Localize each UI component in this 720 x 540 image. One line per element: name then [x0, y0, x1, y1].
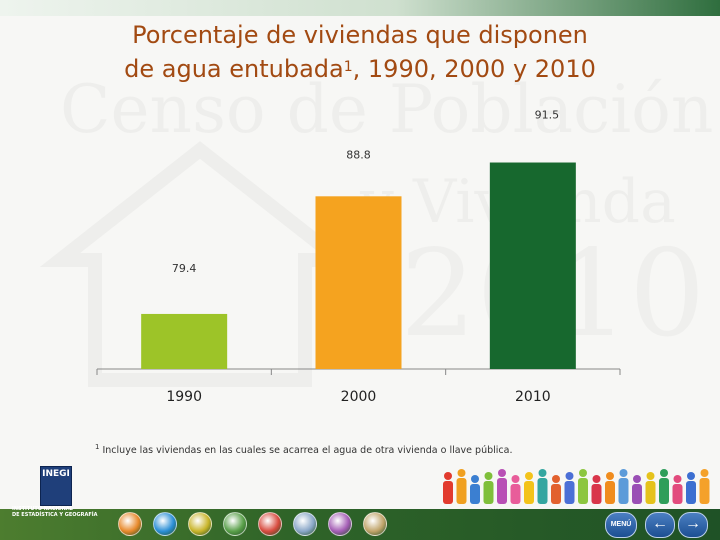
person-figure-icon [524, 472, 534, 504]
section-nav-icon[interactable] [118, 512, 142, 536]
person-figure-icon [618, 469, 629, 504]
section-nav-icon[interactable] [293, 512, 317, 536]
logo-name: INEGI [42, 469, 70, 479]
section-nav-icon[interactable] [223, 512, 247, 536]
bar-1990 [141, 313, 228, 369]
person-figure-icon [605, 472, 615, 504]
section-nav-icon[interactable] [328, 512, 352, 536]
person-figure-icon [483, 472, 494, 504]
footnote-mark: 1 [95, 443, 100, 451]
title-line2-rest: , 1990, 2000 y 2010 [352, 55, 596, 83]
top-decorative-bar [0, 0, 720, 16]
person-figure-icon [686, 472, 696, 504]
section-nav-icon[interactable] [153, 512, 177, 536]
person-figure-icon [564, 472, 575, 504]
person-figure-icon [456, 469, 467, 504]
x-tick-label-1990: 1990 [166, 389, 202, 405]
person-figure-icon [632, 475, 642, 504]
person-figure-icon [699, 469, 710, 504]
person-figure-icon [443, 472, 453, 504]
data-label-1990: 79.4 [172, 262, 197, 275]
data-label-2010: 91.5 [535, 109, 560, 122]
title-line2-main: de agua entubada [124, 55, 344, 83]
x-tick-label-2000: 2000 [341, 389, 377, 405]
menu-button[interactable]: MENÚ [605, 512, 637, 538]
page-title: Porcentaje de viviendas que disponen de … [60, 18, 660, 86]
x-tick-label-2010: 2010 [515, 389, 551, 405]
bar-2010 [489, 162, 576, 369]
back-arrow-button[interactable]: ← [645, 512, 675, 538]
logo-line2: DE ESTADÍSTICA Y GEOGRAFÍA [12, 512, 98, 518]
logo-text: INSTITUTO NACIONAL DE ESTADÍSTICA Y GEOG… [12, 506, 100, 518]
section-nav-icon[interactable] [363, 512, 387, 536]
person-figure-icon [497, 469, 507, 504]
title-line2: de agua entubada1, 1990, 2000 y 2010 [60, 52, 660, 86]
person-figure-icon [470, 475, 480, 504]
logo-line1: INSTITUTO NACIONAL [12, 506, 73, 512]
footnote: 1 Incluye las viviendas en las cuales se… [95, 443, 512, 456]
person-figure-icon [659, 469, 669, 504]
data-label-2000: 88.8 [346, 148, 371, 161]
person-figure-icon [672, 475, 683, 504]
person-figure-icon [578, 469, 588, 504]
person-figure-icon [551, 475, 561, 504]
forward-arrow-button[interactable]: → [678, 512, 708, 538]
inegi-logo: INEGI INSTITUTO NACIONAL DE ESTADÍSTICA … [12, 466, 100, 528]
bar-2000 [315, 196, 402, 369]
people-decoration [443, 469, 710, 504]
person-figure-icon [645, 472, 656, 504]
title-footnote-mark: 1 [343, 59, 353, 75]
person-figure-icon [537, 469, 548, 504]
section-nav-icon[interactable] [188, 512, 212, 536]
person-figure-icon [591, 475, 602, 504]
person-figure-icon [510, 475, 521, 504]
footnote-text: Incluye las viviendas en las cuales se a… [99, 445, 513, 457]
inegi-logo-mark: INEGI [40, 466, 72, 506]
section-nav-icon[interactable] [258, 512, 282, 536]
title-line1: Porcentaje de viviendas que disponen [132, 21, 588, 49]
